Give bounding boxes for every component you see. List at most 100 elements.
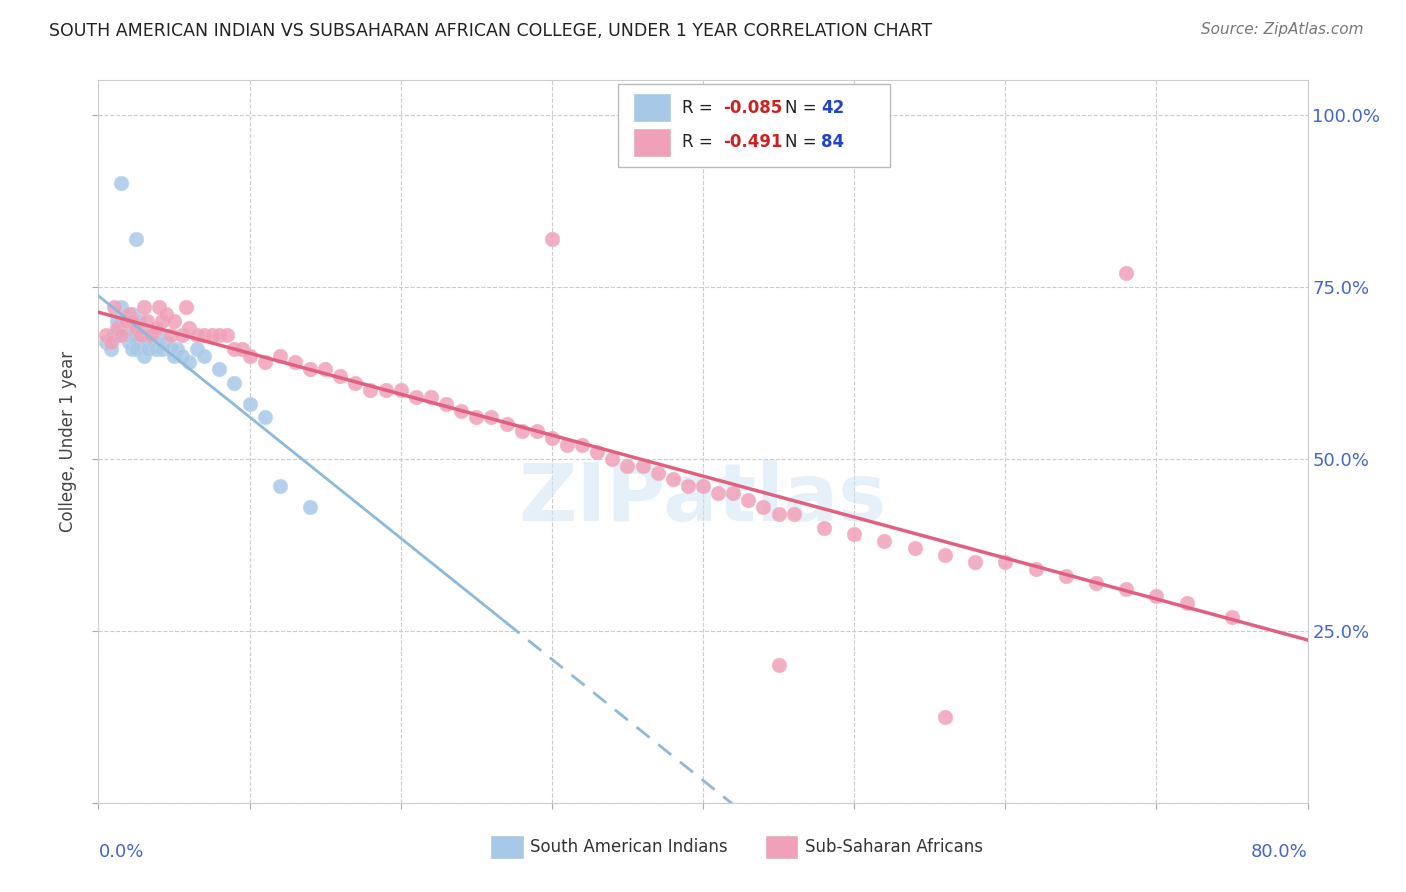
Point <box>150 314 173 328</box>
Point <box>141 327 163 342</box>
Point <box>125 342 148 356</box>
Point <box>174 301 197 315</box>
Point <box>994 555 1017 569</box>
Point <box>239 397 262 411</box>
Point <box>114 321 136 335</box>
Point <box>122 327 145 342</box>
Point <box>510 424 533 438</box>
Point <box>94 334 117 349</box>
Point <box>586 445 609 459</box>
Point <box>434 397 457 411</box>
Point <box>121 342 143 356</box>
Point <box>1115 582 1137 597</box>
Point <box>145 321 167 335</box>
Point <box>253 410 276 425</box>
Point <box>737 493 759 508</box>
Text: 0.0%: 0.0% <box>98 843 143 861</box>
Point <box>783 507 806 521</box>
FancyBboxPatch shape <box>619 84 890 167</box>
Point <box>374 383 396 397</box>
Point <box>768 507 790 521</box>
Point <box>110 327 132 342</box>
Point <box>114 314 136 328</box>
Text: 42: 42 <box>821 99 845 117</box>
Point <box>873 534 896 549</box>
Point <box>166 342 188 356</box>
Point <box>193 327 215 342</box>
Point <box>118 334 141 349</box>
Point <box>160 342 183 356</box>
Text: SOUTH AMERICAN INDIAN VS SUBSAHARAN AFRICAN COLLEGE, UNDER 1 YEAR CORRELATION CH: SOUTH AMERICAN INDIAN VS SUBSAHARAN AFRI… <box>49 22 932 40</box>
Point <box>676 479 699 493</box>
Point <box>118 307 141 321</box>
Point <box>768 658 790 673</box>
Point <box>602 451 624 466</box>
Point <box>571 438 593 452</box>
Point <box>132 349 155 363</box>
Point <box>844 527 866 541</box>
Point <box>129 327 152 342</box>
Y-axis label: College, Under 1 year: College, Under 1 year <box>59 351 77 533</box>
Point <box>299 362 322 376</box>
Point <box>813 520 835 534</box>
Point <box>934 710 956 724</box>
Point <box>329 369 352 384</box>
Point <box>148 301 170 315</box>
Point <box>110 177 132 191</box>
Point <box>105 321 128 335</box>
Point <box>389 383 412 397</box>
Point <box>1175 596 1198 610</box>
Text: Sub-Saharan Africans: Sub-Saharan Africans <box>804 838 983 855</box>
Point <box>208 327 231 342</box>
Point <box>526 424 548 438</box>
Point <box>269 479 291 493</box>
Text: Source: ZipAtlas.com: Source: ZipAtlas.com <box>1201 22 1364 37</box>
Point <box>284 355 307 369</box>
Point <box>1085 575 1108 590</box>
Point <box>1054 568 1077 582</box>
Point <box>239 349 262 363</box>
Text: R =: R = <box>682 99 718 117</box>
Point <box>360 383 382 397</box>
Point <box>125 231 148 245</box>
Point <box>647 466 669 480</box>
Point <box>555 438 578 452</box>
Point <box>186 342 208 356</box>
Point <box>163 314 186 328</box>
Point <box>125 321 148 335</box>
Point <box>692 479 714 493</box>
Point <box>723 486 745 500</box>
Point <box>135 314 157 328</box>
Point <box>495 417 517 432</box>
Point <box>118 327 141 342</box>
Point <box>752 500 775 514</box>
Point <box>465 410 488 425</box>
Point <box>707 486 730 500</box>
Point <box>150 342 173 356</box>
FancyBboxPatch shape <box>634 128 671 156</box>
Point <box>121 314 143 328</box>
Point <box>141 327 163 342</box>
Point <box>540 431 562 445</box>
Text: N =: N = <box>785 99 823 117</box>
Text: -0.491: -0.491 <box>724 134 783 152</box>
Point <box>143 334 166 349</box>
Point <box>103 301 125 315</box>
Point <box>616 458 638 473</box>
Point <box>661 472 683 486</box>
Point <box>103 327 125 342</box>
FancyBboxPatch shape <box>766 836 797 858</box>
Point <box>94 327 117 342</box>
Point <box>215 327 238 342</box>
Point <box>314 362 336 376</box>
Point <box>110 301 132 315</box>
Point <box>128 314 150 328</box>
Point <box>125 334 148 349</box>
Point <box>170 327 193 342</box>
Point <box>121 307 143 321</box>
Point <box>1024 562 1046 576</box>
FancyBboxPatch shape <box>634 94 671 121</box>
Point <box>904 541 927 556</box>
Point <box>155 334 177 349</box>
Point <box>170 349 193 363</box>
